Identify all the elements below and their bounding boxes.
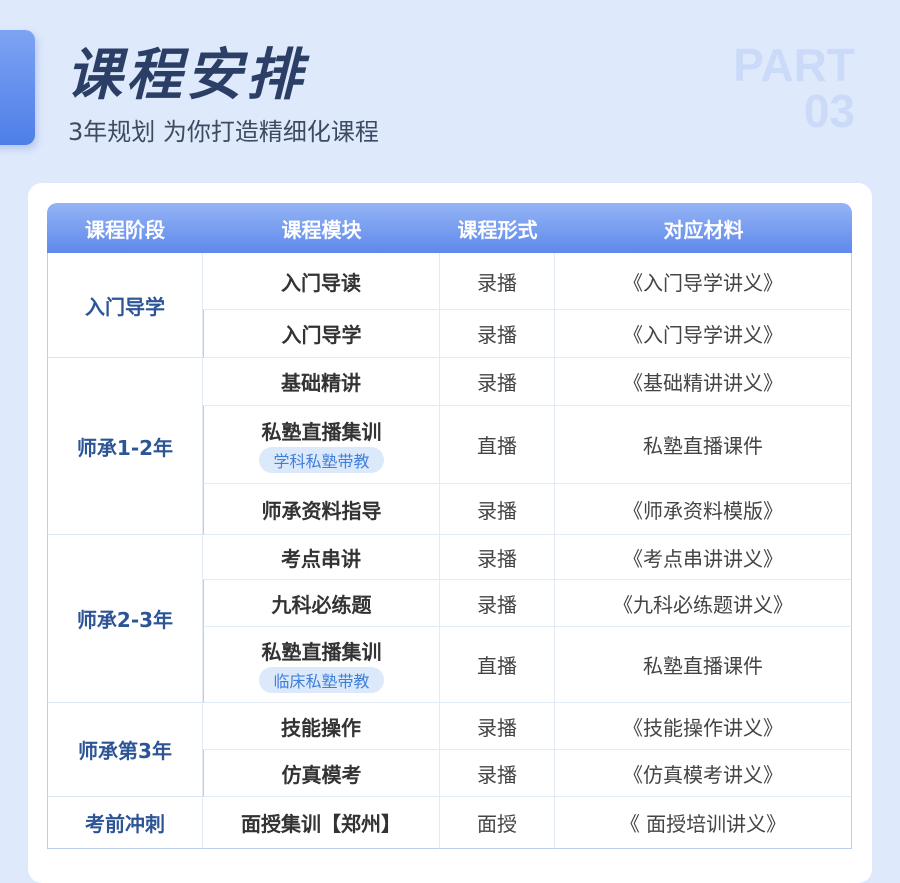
module-badge: 临床私塾带教 (259, 667, 384, 693)
accent-bar (0, 30, 35, 145)
material-cell: 《基础精讲讲义》 (555, 358, 852, 406)
module-cell: 面授集训【郑州】 (203, 797, 440, 849)
material-cell: 《考点串讲讲义》 (555, 535, 852, 580)
material-cell: 《入门导学讲义》 (555, 253, 852, 310)
format-cell: 录播 (440, 750, 555, 797)
module-name: 私塾直播集训 (261, 420, 382, 444)
stage-cell: 师承1-2年 (47, 358, 203, 535)
part-label: PART (733, 39, 855, 91)
module-name: 入门导读 (281, 270, 361, 295)
part-watermark: PART 03 (733, 42, 855, 134)
table-card (28, 183, 872, 883)
material-cell: 《 面授培训讲义》 (555, 797, 852, 849)
module-cell: 私塾直播集训 临床私塾带教 (203, 627, 440, 703)
column-header: 课程形式 (440, 203, 555, 253)
column-header: 课程阶段 (47, 203, 203, 253)
part-number: 03 (803, 85, 855, 137)
format-cell: 录播 (440, 253, 555, 310)
table-row: 私塾直播集训 临床私塾带教 直播 私塾直播课件 (47, 627, 852, 703)
stage-cell: 师承第3年 (47, 703, 203, 797)
module-name: 九科必练题 (271, 592, 372, 617)
table-row: 入门导学 入门导读 录播 《入门导学讲义》 (47, 253, 852, 358)
format-cell: 面授 (440, 797, 555, 849)
table-row: 九科必练题 录播 《九科必练题讲义》 (47, 580, 852, 627)
table-row: 师承第3年 技能操作 录播 《技能操作讲义》 (47, 703, 852, 797)
material-cell: 私塾直播课件 (555, 627, 852, 703)
module-cell: 考点串讲 (203, 535, 440, 580)
page-title: 课程安排 (66, 43, 306, 108)
table-row: 仿真模考 录播 《仿真模考讲义》 (47, 750, 852, 797)
module-cell: 仿真模考 (203, 750, 440, 797)
module-name: 仿真模考 (281, 762, 362, 787)
module-name: 面授集训【郑州】 (241, 812, 401, 836)
module-name: 技能操作 (281, 715, 361, 740)
format-cell: 录播 (440, 580, 555, 627)
module-name: 入门导学 (281, 323, 362, 347)
format-cell: 直播 (440, 627, 555, 703)
module-cell: 私塾直播集训 学科私塾带教 (203, 406, 440, 484)
table-row: 入门导学 录播 《入门导学讲义》 (47, 310, 852, 358)
module-name: 考点串讲 (281, 546, 361, 571)
module-cell: 基础精讲 (203, 358, 440, 406)
stage-cell: 入门导学 (47, 253, 203, 358)
table-row: 师承2-3年 考点串讲 录播 《考点串讲讲义》 (47, 535, 852, 703)
table-row: 师承1-2年 基础精讲 录播 《基础精讲讲义》 (47, 358, 852, 535)
table-header-row: 课程阶段 课程模块 课程形式 对应材料 (47, 203, 852, 253)
stage-cell: 师承2-3年 (47, 535, 203, 703)
module-cell: 技能操作 (203, 703, 440, 750)
material-cell: 《师承资料模版》 (555, 484, 852, 535)
format-cell: 录播 (440, 310, 555, 358)
material-cell: 《入门导学讲义》 (555, 310, 852, 358)
course-table: 课程阶段 课程模块 课程形式 对应材料 入门导学 入门导读 录播 《入门导学讲义》 入门… (47, 203, 852, 849)
material-cell: 私塾直播课件 (555, 406, 852, 484)
module-name: 基础精讲 (281, 371, 361, 395)
table-row: 私塾直播集训 学科私塾带教 直播 私塾直播课件 (47, 406, 852, 484)
format-cell: 直播 (440, 406, 555, 484)
material-cell: 《九科必练题讲义》 (555, 580, 852, 627)
format-cell: 录播 (440, 703, 555, 750)
module-cell: 师承资料指导 (203, 484, 440, 535)
stage-cell: 考前冲刺 (47, 797, 203, 849)
module-cell: 九科必练题 (203, 580, 440, 627)
table-row: 考前冲刺 面授集训【郑州】 面授《 面授培训讲义》 (47, 797, 852, 849)
module-name: 私塾直播集训 (261, 640, 382, 664)
module-name: 师承资料指导 (261, 498, 382, 523)
column-header: 课程模块 (203, 203, 440, 253)
format-cell: 录播 (440, 358, 555, 406)
module-badge: 学科私塾带教 (259, 447, 384, 473)
module-cell: 入门导读 (203, 253, 440, 310)
page-subtitle: 3年规划 为你打造精细化课程 (68, 118, 379, 146)
module-cell: 入门导学 (203, 310, 440, 358)
column-header: 对应材料 (555, 203, 852, 253)
material-cell: 《仿真模考讲义》 (555, 750, 852, 797)
material-cell: 《技能操作讲义》 (555, 703, 852, 750)
table-row: 师承资料指导 录播 《师承资料模版》 (47, 484, 852, 535)
format-cell: 录播 (440, 484, 555, 535)
format-cell: 录播 (440, 535, 555, 580)
